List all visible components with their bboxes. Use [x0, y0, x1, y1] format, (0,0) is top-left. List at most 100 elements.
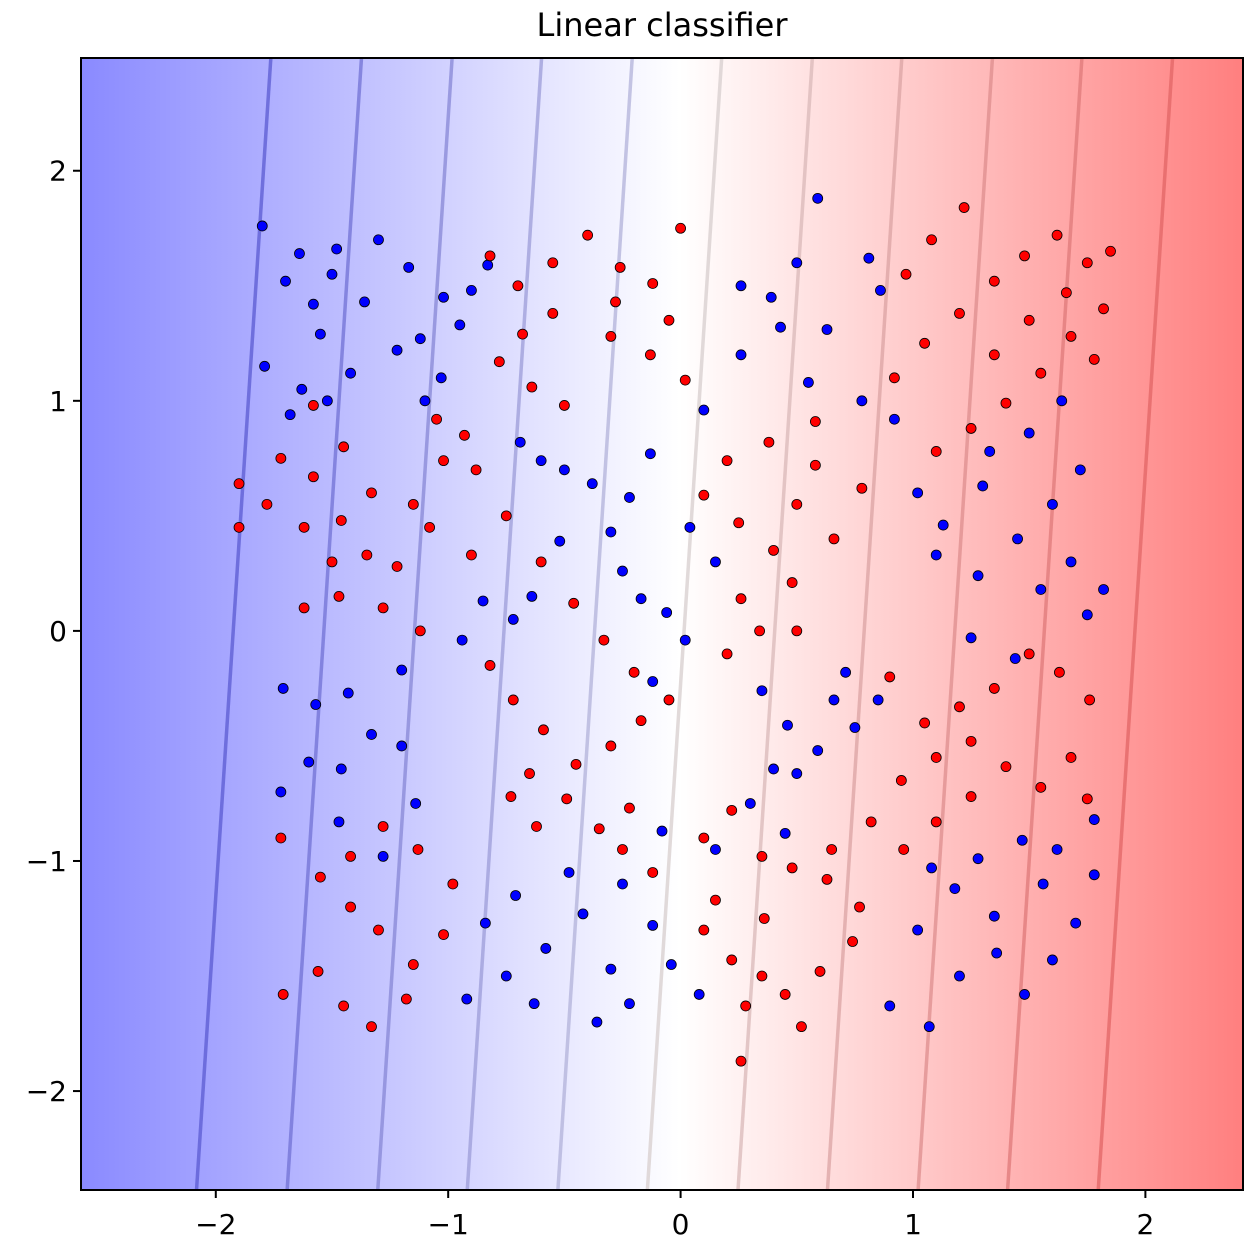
blue-point: [331, 243, 343, 255]
red-point: [512, 280, 524, 292]
blue-point: [554, 535, 566, 547]
red-point: [233, 478, 245, 490]
blue-point: [937, 519, 949, 531]
blue-point: [1009, 653, 1021, 664]
red-point: [610, 296, 621, 308]
contour-line: [736, 58, 815, 1190]
blue-point: [735, 280, 747, 292]
red-point: [954, 701, 965, 713]
red-point: [791, 498, 803, 510]
blue-point: [528, 998, 540, 1010]
red-point: [663, 314, 675, 326]
blue-point: [923, 1021, 935, 1033]
blue-point: [391, 344, 403, 356]
blue-point: [1065, 556, 1077, 568]
red-point: [854, 901, 865, 913]
blue-point: [321, 395, 333, 407]
red-point: [988, 349, 1000, 361]
blue-point: [991, 947, 1003, 959]
red-point: [484, 660, 496, 671]
red-point: [547, 307, 559, 319]
red-point: [466, 549, 477, 561]
blue-point: [782, 719, 793, 731]
red-point: [568, 597, 580, 609]
red-point: [710, 894, 721, 906]
blue-point: [617, 878, 628, 890]
red-point: [786, 577, 798, 588]
blue-point: [875, 284, 886, 296]
red-point: [484, 250, 496, 262]
red-point: [1035, 367, 1047, 379]
red-point: [447, 878, 459, 890]
red-point: [233, 521, 245, 533]
red-point: [1023, 314, 1035, 326]
blue-point: [698, 404, 710, 416]
blue-point: [856, 395, 868, 407]
blue-point: [477, 595, 489, 607]
blue-point: [314, 328, 326, 340]
series-blue-points: [256, 192, 1109, 1033]
red-point: [338, 1000, 350, 1012]
red-point: [884, 671, 896, 683]
blue-point: [1037, 878, 1049, 890]
red-point: [314, 871, 326, 883]
red-point: [919, 717, 931, 729]
red-point: [424, 521, 436, 533]
blue-point: [912, 924, 924, 936]
blue-point: [256, 220, 268, 232]
blue-point: [828, 694, 840, 706]
red-point: [538, 724, 549, 736]
red-point: [338, 441, 350, 453]
red-point: [1081, 793, 1093, 805]
red-point: [366, 487, 377, 499]
blue-point: [635, 593, 647, 605]
blue-point: [1047, 498, 1058, 510]
red-point: [275, 452, 287, 464]
contour-line: [194, 58, 273, 1190]
blue-point: [661, 607, 673, 618]
red-point: [786, 862, 798, 874]
blue-point: [373, 234, 384, 246]
red-point: [505, 791, 517, 802]
red-point: [373, 924, 384, 936]
red-point: [1054, 666, 1065, 678]
red-point: [930, 816, 942, 828]
red-point: [535, 556, 547, 568]
x-tick-label: 2: [1136, 1208, 1154, 1241]
blue-point: [275, 786, 287, 798]
red-point: [735, 1055, 747, 1067]
red-point: [524, 768, 535, 779]
x-tick-label: −1: [428, 1208, 469, 1241]
red-point: [756, 970, 768, 982]
contour-line: [465, 58, 544, 1190]
blue-point: [1070, 917, 1082, 929]
red-point: [930, 752, 942, 763]
red-point: [333, 590, 345, 602]
blue-point: [710, 556, 721, 568]
red-point: [1065, 752, 1077, 763]
red-point: [828, 533, 840, 545]
blue-point: [586, 478, 598, 490]
blue-point: [500, 970, 512, 982]
red-point: [605, 330, 617, 342]
red-point: [796, 1021, 807, 1033]
red-point: [326, 556, 338, 568]
red-point: [526, 381, 538, 393]
blue-point: [1012, 533, 1023, 545]
red-point: [635, 715, 647, 727]
contour-line: [1005, 58, 1084, 1190]
red-point: [275, 832, 287, 844]
blue-point: [438, 291, 449, 303]
red-point: [958, 202, 970, 213]
red-point: [754, 625, 766, 637]
blue-point: [1098, 584, 1109, 595]
blue-point: [624, 998, 635, 1010]
blue-point: [605, 963, 617, 975]
contour-line: [556, 58, 634, 1190]
red-point: [624, 802, 635, 814]
blue-point: [930, 549, 942, 561]
red-point: [756, 850, 768, 862]
chart-title: Linear classifier: [537, 6, 789, 44]
blue-point: [514, 436, 526, 448]
blue-point: [624, 492, 635, 503]
